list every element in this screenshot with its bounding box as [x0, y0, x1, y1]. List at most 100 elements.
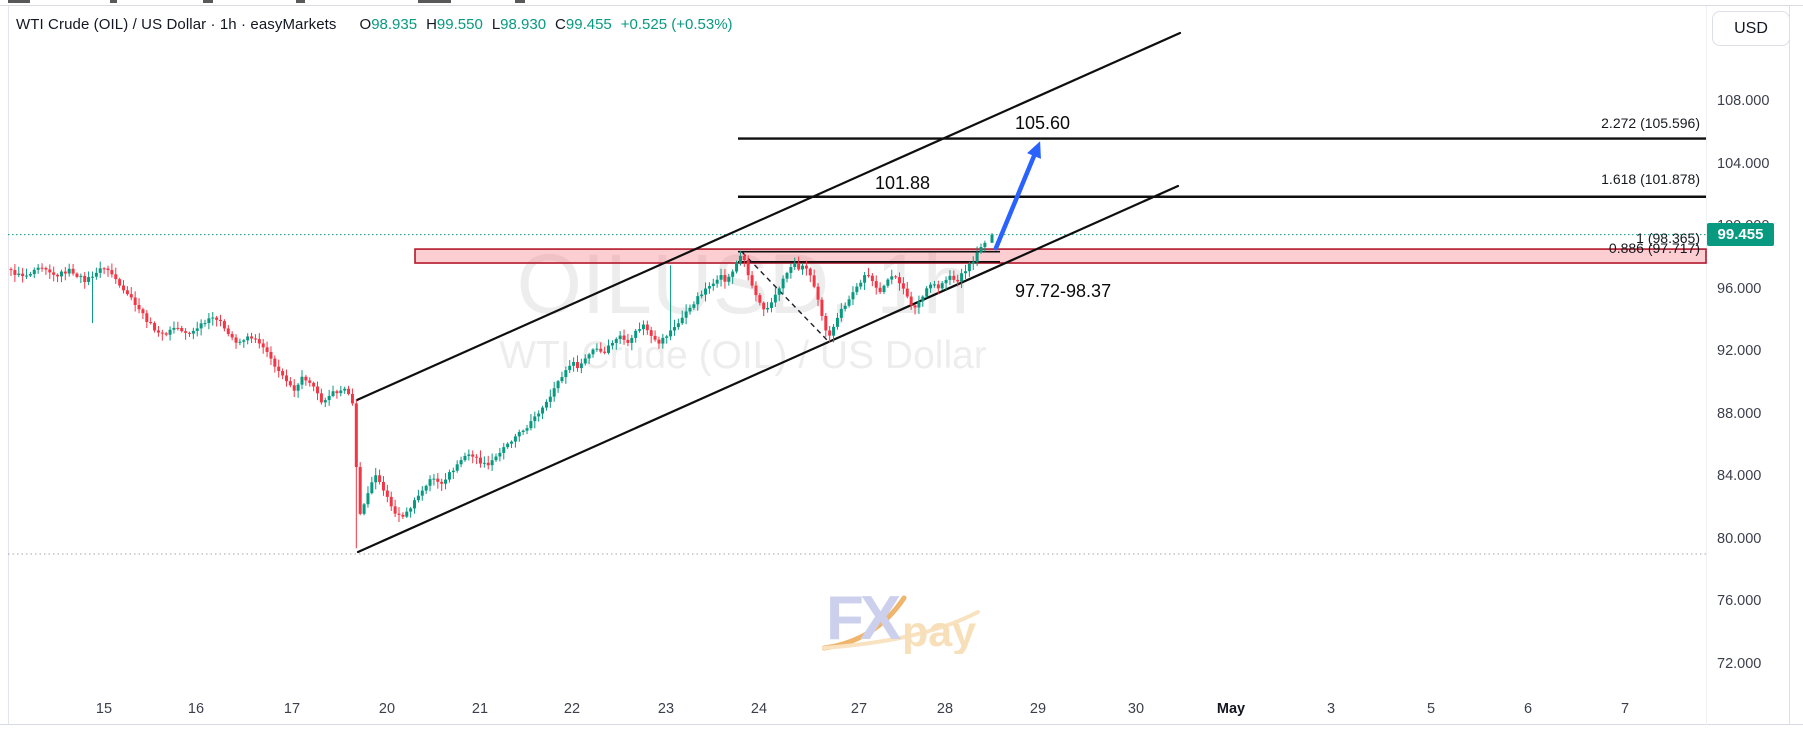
candle-body: [665, 336, 669, 338]
candle-body: [758, 295, 762, 303]
support-zone-label[interactable]: 97.72-98.37: [1015, 281, 1112, 301]
candle-body: [219, 319, 223, 322]
candle-body: [122, 285, 126, 291]
price-tick-label: 84.000: [1717, 468, 1762, 485]
candle-body: [242, 340, 246, 342]
candle-body: [160, 332, 164, 334]
candle-body: [71, 268, 75, 274]
candle-body: [374, 475, 378, 483]
candle-body: [385, 490, 389, 497]
candle-body: [94, 272, 98, 277]
candle-body: [595, 348, 599, 350]
price-tick-label: 96.000: [1717, 280, 1762, 297]
candle-body: [773, 294, 777, 303]
channel-lower-trendline[interactable]: [356, 184, 1180, 554]
candle-body: [118, 279, 122, 286]
candle-body: [824, 315, 828, 331]
candle-body: [905, 288, 909, 297]
candle-body: [246, 336, 250, 341]
fib-level-label: 2.272 (105.596): [1601, 115, 1700, 131]
candle-body: [731, 271, 735, 277]
candle-body: [808, 268, 812, 276]
candle-body: [820, 299, 824, 316]
candle-body: [575, 362, 579, 369]
candle-body: [75, 273, 79, 277]
candle-body: [537, 413, 541, 417]
candle-body: [48, 269, 52, 273]
candle-body: [909, 296, 913, 306]
candle-body: [948, 275, 952, 280]
projection-arrow-head[interactable]: [1027, 141, 1041, 159]
candle-body: [226, 328, 230, 334]
time-tick-label: 24: [750, 701, 768, 717]
time-tick-label: 21: [471, 701, 489, 717]
candle-body: [560, 377, 564, 382]
fxpay-fx-text: FX: [826, 584, 901, 653]
candle-body: [603, 351, 607, 353]
candle-body: [785, 272, 789, 279]
candle-body: [331, 391, 335, 396]
candle-body: [816, 286, 820, 300]
candle-body: [812, 275, 816, 287]
candle-body: [967, 263, 971, 272]
candle-body: [847, 299, 851, 306]
price-axis-separator: [1706, 6, 1707, 725]
target-label-upper[interactable]: 105.60: [1015, 113, 1071, 133]
candle-body: [828, 330, 832, 336]
symbol-header[interactable]: WTI Crude (OIL) / US Dollar · 1h · easyM…: [16, 13, 733, 35]
candle-body: [754, 285, 758, 296]
candle-body: [98, 268, 102, 273]
time-tick-label: May: [1216, 701, 1246, 717]
candle-body: [936, 284, 940, 289]
candle-body: [292, 385, 296, 391]
dashed-retrace-line[interactable]: [741, 251, 829, 342]
candle-body: [874, 281, 878, 288]
candle-body: [40, 267, 44, 269]
candle-body: [529, 421, 533, 429]
candle-body: [766, 307, 770, 310]
channel-upper-trendline[interactable]: [355, 31, 1182, 402]
candle-body: [308, 380, 312, 383]
target-label-mid[interactable]: 101.88: [875, 173, 931, 193]
candle-body: [335, 391, 339, 394]
candle-body: [622, 335, 626, 340]
candle-body: [494, 456, 498, 461]
candle-body: [156, 330, 160, 333]
candle-body: [447, 472, 451, 480]
candle-body: [366, 493, 370, 505]
currency-button[interactable]: USD: [1712, 11, 1790, 46]
candle-body: [145, 313, 149, 322]
candle-body: [544, 401, 548, 408]
candle-body: [67, 268, 71, 274]
candle-body: [327, 395, 331, 401]
candle-body: [137, 304, 141, 310]
candle-body: [381, 481, 385, 491]
candle-body: [591, 349, 595, 355]
candle-body: [265, 347, 269, 352]
support-zone-band[interactable]: [414, 248, 1707, 264]
candle-body: [261, 343, 265, 348]
projection-arrow-shaft[interactable]: [993, 153, 1037, 251]
candle-body: [929, 284, 933, 289]
candle-body: [164, 333, 168, 335]
ohlc-value: 98.935: [371, 15, 418, 33]
candle-body: [25, 275, 29, 277]
candle-body: [401, 514, 405, 517]
candle-body: [626, 339, 630, 343]
candle-body: [475, 456, 479, 458]
candle-body: [316, 386, 320, 394]
ohlc-label: O: [359, 15, 372, 33]
candle-body: [688, 307, 692, 312]
candle-body: [548, 396, 552, 402]
symbol-title[interactable]: WTI Crude (OIL) / US Dollar · 1h · easyM…: [16, 15, 337, 33]
candle-body: [230, 333, 234, 338]
candle-body: [521, 430, 525, 433]
candle-body: [350, 393, 354, 404]
candle-body: [746, 260, 750, 276]
candle-body: [793, 262, 797, 268]
candle-body: [471, 454, 475, 457]
candle-body: [866, 275, 870, 277]
candle-body: [956, 279, 960, 282]
candle-body: [762, 302, 766, 310]
